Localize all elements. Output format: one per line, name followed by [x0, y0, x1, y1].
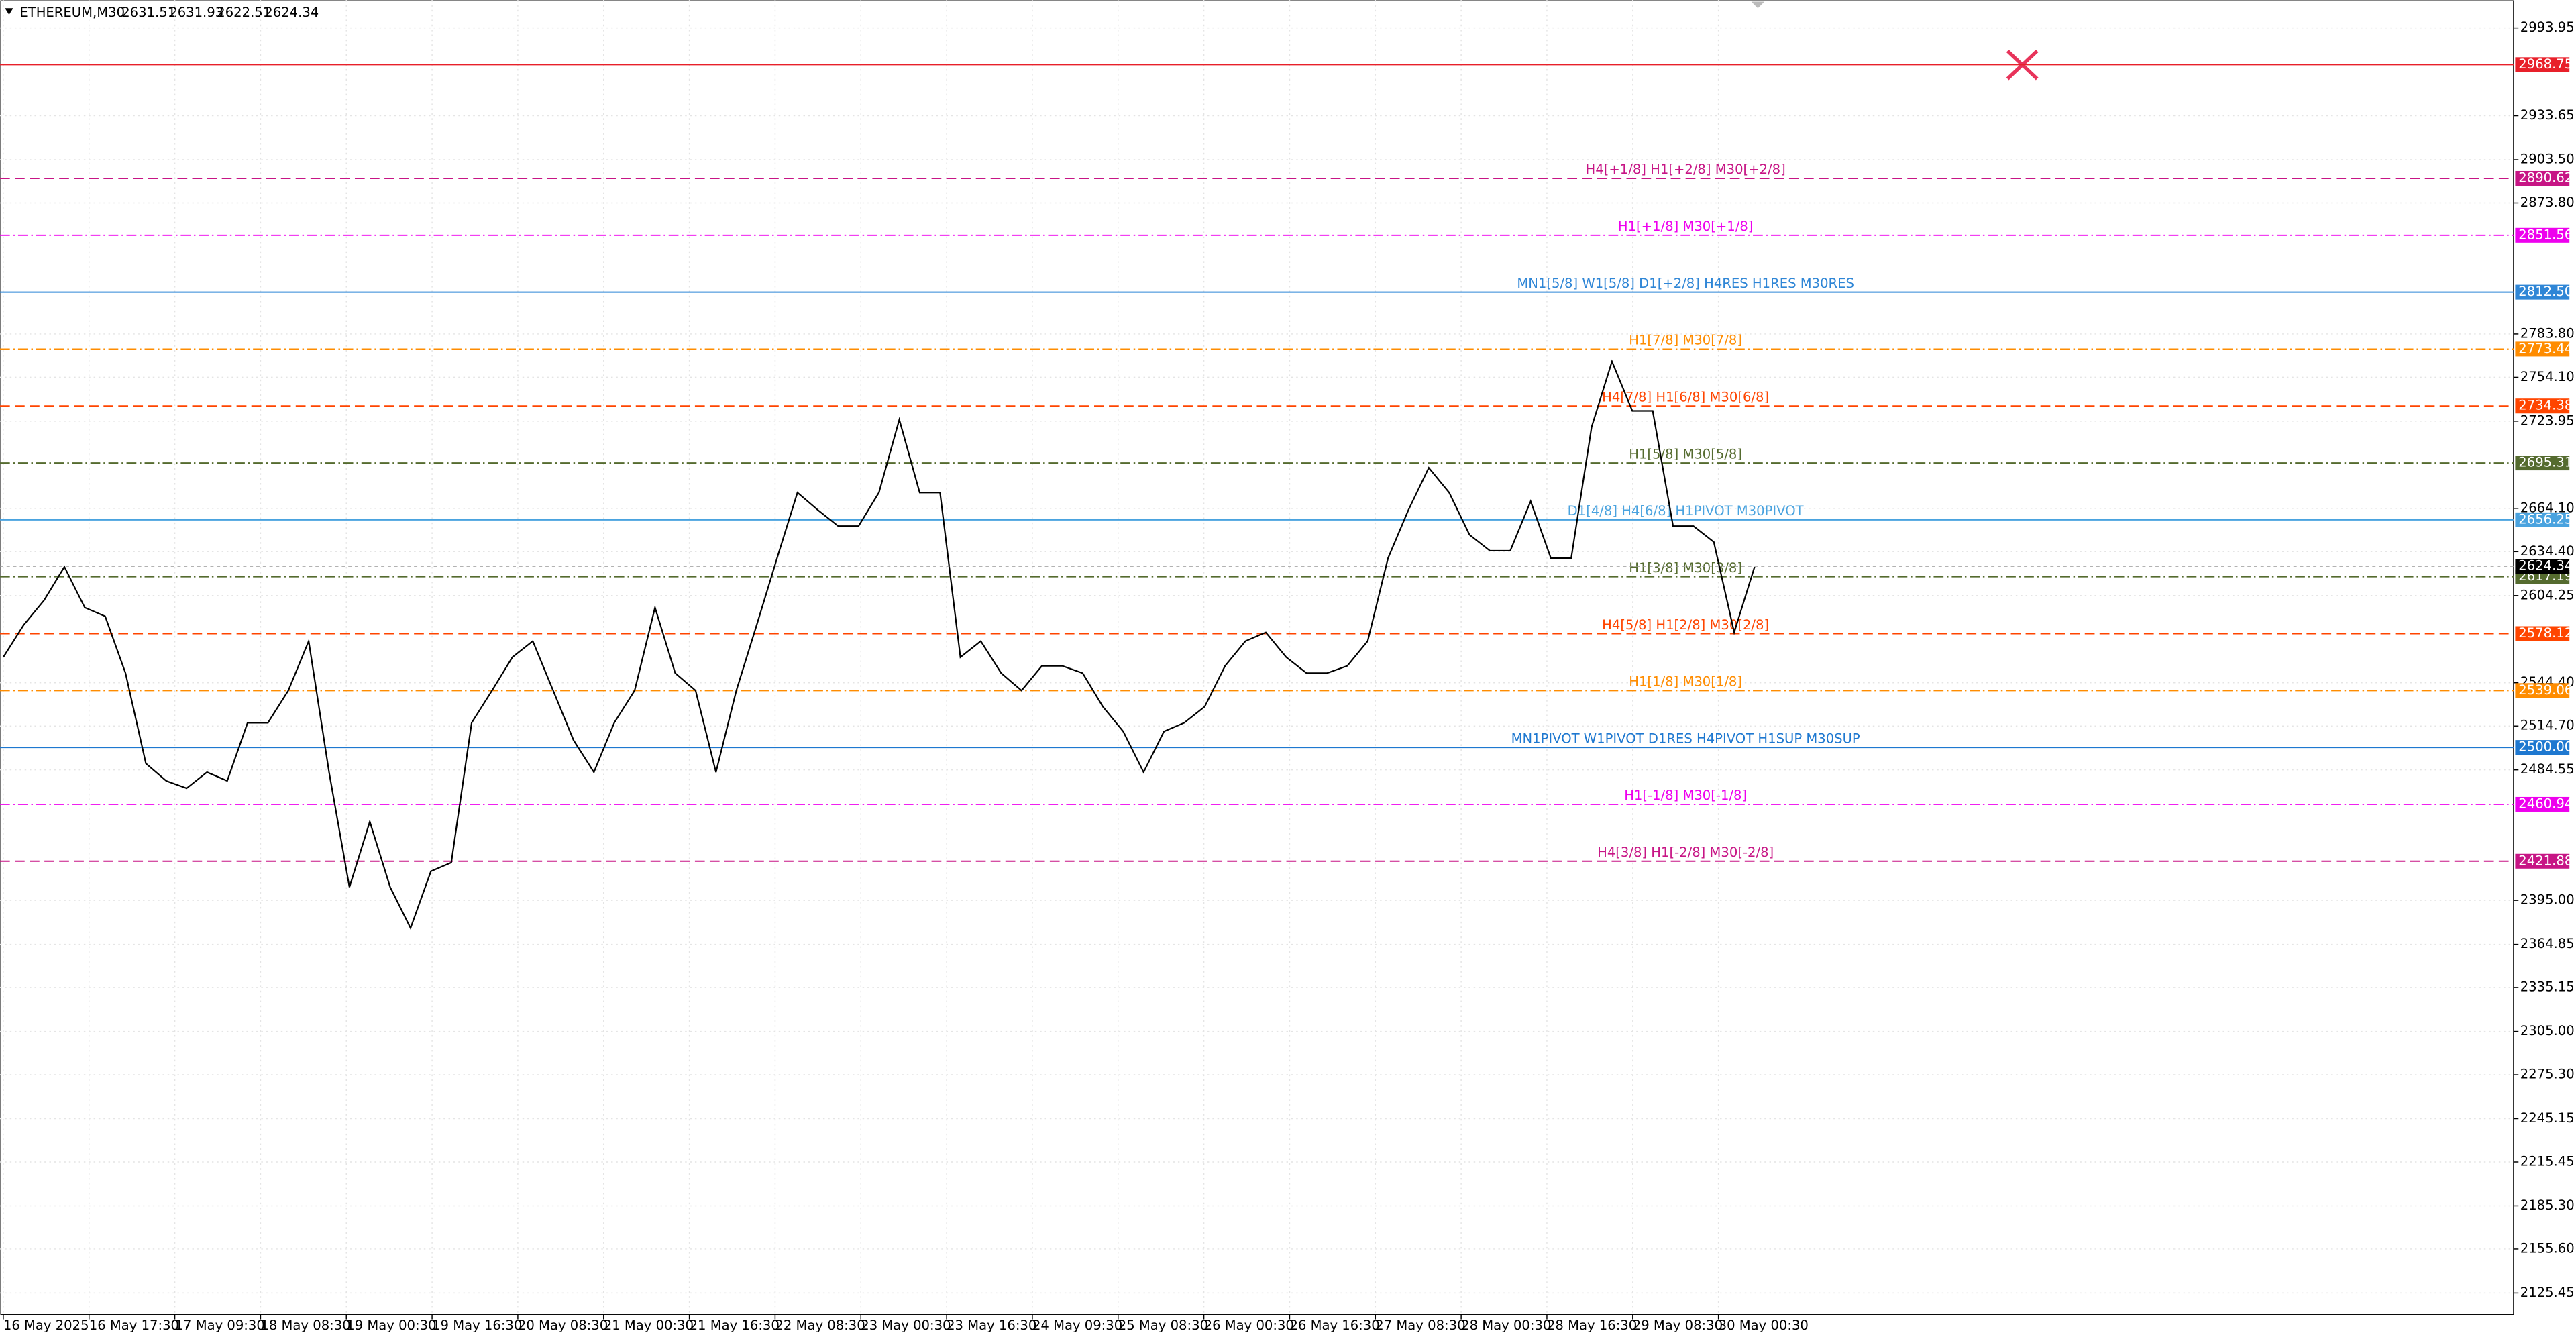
x-tick-label: 24 May 09:30 — [1032, 1318, 1122, 1333]
plot-frame — [0, 0, 2514, 1315]
level-label: D1[4/8] H4[6/8] H1PIVOT M30PIVOT — [1568, 503, 1805, 519]
y-tick-label: 2125.45 — [2520, 1285, 2575, 1300]
y-tick-label: 2783.80 — [2520, 325, 2575, 341]
level-price-label: 2460.94 — [2518, 796, 2573, 811]
y-tick-label: 2754.10 — [2520, 369, 2575, 384]
close: 2624.34 — [264, 5, 319, 20]
level-label: H1[1/8] M30[1/8] — [1629, 674, 1742, 690]
y-tick-label: 2873.80 — [2520, 195, 2575, 210]
y-tick-label: 2634.40 — [2520, 543, 2575, 559]
level-price-box — [2515, 512, 2570, 527]
x-tick-label: 28 May 16:30 — [1547, 1318, 1637, 1333]
x-tick-label: 26 May 16:30 — [1289, 1318, 1379, 1333]
level-label: H4[7/8] H1[6/8] M30[6/8] — [1602, 389, 1769, 405]
y-tick-label: 2245.15 — [2520, 1110, 2575, 1126]
level-price-box — [2515, 398, 2570, 414]
level-price-box — [2515, 740, 2570, 755]
y-tick-label: 2604.25 — [2520, 587, 2575, 602]
x-tick-label: 28 May 00:30 — [1461, 1318, 1551, 1333]
level-price-label: 2695.31 — [2518, 455, 2573, 470]
x-tick-label: 23 May 00:30 — [861, 1318, 951, 1333]
symbol-arrow — [5, 8, 13, 15]
level-label: H4[5/8] H1[2/8] M30[2/8] — [1602, 617, 1769, 633]
x-tick-label: 23 May 16:30 — [947, 1318, 1036, 1333]
level-price-label: 2500.00 — [2518, 739, 2573, 755]
x-tick-label: 19 May 00:30 — [346, 1318, 436, 1333]
y-tick-label: 2305.00 — [2520, 1023, 2575, 1038]
price-line — [2, 359, 1756, 930]
level-price-label: 2734.38 — [2518, 398, 2573, 413]
level-price-label: 2773.44 — [2518, 341, 2573, 356]
x-tick-label: 17 May 09:30 — [175, 1318, 265, 1333]
level-price-box — [2515, 456, 2570, 471]
low: 2622.51 — [217, 5, 271, 20]
current-price-label: 2624.34 — [2518, 558, 2573, 574]
level-price-box — [2515, 796, 2570, 812]
level-label: H1[-1/8] M30[-1/8] — [1624, 788, 1747, 803]
y-tick-label: 2903.50 — [2520, 152, 2575, 167]
x-tick-label: 20 May 08:30 — [518, 1318, 608, 1333]
open: 2631.51 — [121, 5, 176, 20]
current-price-box — [2515, 559, 2570, 574]
level-label: MN1[5/8] W1[5/8] D1[+2/8] H4RES H1RES M3… — [1517, 276, 1854, 291]
y-tick-label: 2933.65 — [2520, 107, 2575, 123]
x-tick-label: 30 May 00:30 — [1719, 1318, 1809, 1333]
y-tick-label: 2275.30 — [2520, 1067, 2575, 1082]
level-price-label: 2421.88 — [2518, 853, 2573, 868]
x-tick-label: 26 May 00:30 — [1204, 1318, 1294, 1333]
level-label: H1[7/8] M30[7/8] — [1629, 333, 1742, 348]
level-label: H1[+1/8] M30[+1/8] — [1618, 219, 1754, 234]
level-price-box — [2515, 227, 2570, 243]
level-price-box — [2515, 57, 2570, 72]
y-tick-label: 2723.95 — [2520, 413, 2575, 428]
y-tick-label: 2395.00 — [2520, 892, 2575, 908]
level-price-box — [2515, 341, 2570, 357]
level-price-label: 2812.50 — [2518, 284, 2573, 299]
x-tick-label: 21 May 16:30 — [690, 1318, 780, 1333]
level-price-label: 2851.56 — [2518, 227, 2573, 242]
level-price-box — [2515, 284, 2570, 300]
x-tick-label: 29 May 08:30 — [1633, 1318, 1723, 1333]
high: 2631.93 — [169, 5, 223, 20]
y-tick-label: 2664.10 — [2520, 500, 2575, 515]
x-tick-label: 22 May 08:30 — [775, 1318, 865, 1333]
y-tick-label: 2215.45 — [2520, 1153, 2575, 1169]
level-label: H1[3/8] M30[3/8] — [1629, 560, 1742, 576]
level-label: H4[3/8] H1[-2/8] M30[-2/8] — [1597, 845, 1774, 860]
x-tick-label: 19 May 16:30 — [432, 1318, 522, 1333]
y-tick-label: 2155.60 — [2520, 1240, 2575, 1256]
level-price-label: 2968.75 — [2518, 56, 2573, 72]
y-tick-label: 2364.85 — [2520, 936, 2575, 951]
y-tick-label: 2335.15 — [2520, 979, 2575, 995]
y-tick-label: 2514.70 — [2520, 718, 2575, 733]
level-price-box — [2515, 170, 2570, 186]
symbol: ETHEREUM,M30 — [19, 5, 125, 20]
x-tick-label: 16 May 17:30 — [89, 1318, 179, 1333]
x-tick-label: 16 May 2025 — [3, 1318, 89, 1333]
scroll-marker — [1751, 1, 1765, 9]
x-tick-label: 27 May 08:30 — [1375, 1318, 1465, 1333]
y-tick-label: 2993.95 — [2520, 19, 2575, 35]
level-price-label: 2539.06 — [2518, 682, 2573, 698]
level-price-label: 2656.25 — [2518, 511, 2573, 527]
level-label: MN1PIVOT W1PIVOT D1RES H4PIVOT H1SUP M30… — [1511, 731, 1860, 746]
level-price-label: 2578.12 — [2518, 625, 2573, 641]
x-tick-label: 18 May 08:30 — [260, 1318, 350, 1333]
level-label: H4[+1/8] H1[+2/8] M30[+2/8] — [1586, 162, 1786, 177]
level-price-box — [2515, 683, 2570, 698]
y-tick-label: 2484.55 — [2520, 761, 2575, 777]
ohlc-values: 2631.51 2631.93 2622.51 2624.34 — [121, 5, 319, 20]
level-price-box — [2515, 626, 2570, 641]
y-tick-label: 2185.30 — [2520, 1197, 2575, 1213]
level-price-label: 2890.62 — [2518, 170, 2573, 185]
level-label: H1[5/8] M30[5/8] — [1629, 446, 1742, 462]
x-tick-label: 25 May 08:30 — [1118, 1318, 1208, 1333]
level-price-box — [2515, 853, 2570, 869]
x-tick-label: 21 May 00:30 — [604, 1318, 694, 1333]
